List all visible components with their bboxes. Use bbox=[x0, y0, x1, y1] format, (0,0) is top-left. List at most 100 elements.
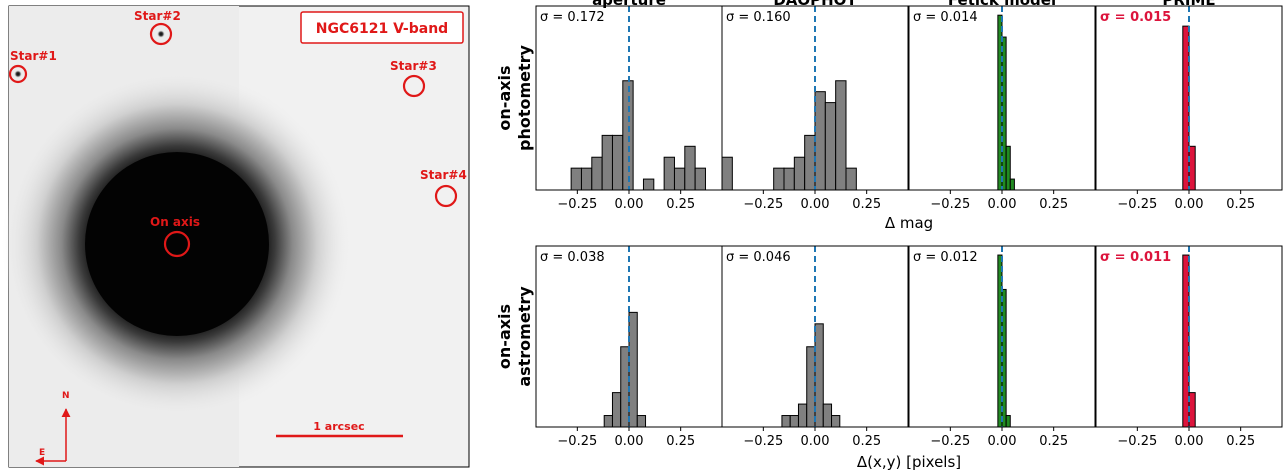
histogram-bar bbox=[636, 415, 647, 428]
sky-image-panel: Star#1 Star#2 Star#3 Star#4 On axis NGC6… bbox=[2, 5, 470, 468]
histogram-bar bbox=[611, 134, 624, 191]
star3-marker bbox=[402, 74, 426, 98]
row-title-line1: on-axis bbox=[495, 304, 514, 369]
image-title: NGC6121 V-band bbox=[316, 21, 448, 37]
histogram-bar bbox=[793, 156, 806, 191]
x-tick-label: 0.00 bbox=[988, 434, 1017, 449]
histogram-bar bbox=[622, 80, 634, 191]
histogram-bar bbox=[591, 156, 603, 191]
histogram-bar bbox=[684, 145, 696, 191]
histogram-bar bbox=[783, 167, 795, 191]
histogram-bar bbox=[721, 156, 733, 191]
histogram-bar bbox=[1005, 415, 1011, 428]
x-tick-label: 0.00 bbox=[801, 197, 830, 212]
histogram-bar bbox=[814, 323, 824, 428]
on-axis-marker bbox=[163, 230, 191, 258]
sigma-label: σ = 0.014 bbox=[913, 10, 978, 25]
x-tick-label: −0.25 bbox=[557, 197, 597, 212]
image-title-box bbox=[300, 11, 464, 44]
row-title-line2: photometry bbox=[515, 44, 534, 151]
histogram-bar bbox=[603, 415, 613, 428]
histogram-bar bbox=[824, 102, 837, 191]
histogram-bar bbox=[570, 167, 582, 191]
x-tick-label: −0.25 bbox=[930, 197, 970, 212]
x-tick-label: 0.25 bbox=[852, 197, 881, 212]
histogram-bar bbox=[835, 80, 847, 191]
histogram-bar bbox=[1009, 178, 1015, 191]
x-tick-label: 0.25 bbox=[1039, 434, 1068, 449]
sigma-label: σ = 0.160 bbox=[726, 10, 791, 25]
sigma-label: σ = 0.046 bbox=[726, 250, 791, 265]
star1-psf bbox=[14, 70, 22, 78]
histogram-bar bbox=[673, 167, 686, 191]
star3-label: Star#3 bbox=[390, 59, 437, 73]
histogram-bar bbox=[773, 167, 785, 191]
sigma-label: σ = 0.038 bbox=[540, 250, 605, 265]
histogram-bar bbox=[694, 167, 706, 191]
histogram-bar bbox=[601, 134, 613, 191]
x-tick-label: −0.25 bbox=[930, 434, 970, 449]
x-tick-label: 0.00 bbox=[615, 197, 644, 212]
histogram-bar bbox=[797, 403, 808, 428]
x-axis-label: Δ mag bbox=[885, 214, 933, 232]
star4-marker bbox=[434, 184, 458, 208]
x-tick-label: 0.25 bbox=[1226, 434, 1255, 449]
star2-label: Star#2 bbox=[134, 9, 181, 23]
x-tick-label: −0.25 bbox=[743, 197, 783, 212]
panel-title: Fetick model bbox=[948, 0, 1056, 9]
east-label: E bbox=[39, 448, 45, 458]
x-tick-label: 0.00 bbox=[801, 434, 830, 449]
sigma-label: σ = 0.015 bbox=[1100, 10, 1171, 25]
panel-title: DAOPHOT bbox=[773, 0, 857, 9]
histogram-bar bbox=[663, 156, 675, 191]
x-tick-label: −0.25 bbox=[1117, 197, 1157, 212]
sigma-label: σ = 0.012 bbox=[913, 250, 978, 265]
histogram-bar bbox=[1005, 145, 1011, 191]
sigma-label: σ = 0.011 bbox=[1100, 250, 1171, 265]
x-tick-label: 0.00 bbox=[1175, 197, 1204, 212]
x-tick-label: −0.25 bbox=[743, 434, 783, 449]
histogram-bar bbox=[642, 178, 655, 191]
x-tick-label: 0.25 bbox=[666, 434, 695, 449]
histogram-panel: −0.25 0.00 0.25 σ = 0.038 bbox=[535, 245, 723, 449]
scale-bar-label: 1 arcsec bbox=[313, 420, 364, 433]
x-tick-label: 0.25 bbox=[1226, 197, 1255, 212]
central-core bbox=[85, 152, 269, 336]
histogram-bar bbox=[628, 311, 638, 428]
x-tick-label: 0.25 bbox=[852, 434, 881, 449]
histogram-bar bbox=[814, 91, 826, 191]
histogram-bar bbox=[620, 346, 630, 428]
sigma-label: σ = 0.172 bbox=[540, 10, 605, 25]
histogram-row-astrometry: −0.25 0.00 0.25 σ = 0.038 −0.25 0.00 0.25 σ = 0… bbox=[495, 245, 1283, 471]
star4-label: Star#4 bbox=[420, 168, 467, 182]
x-tick-label: 0.25 bbox=[666, 197, 695, 212]
x-axis-label: Δ(x,y) [pixels] bbox=[857, 453, 961, 471]
histogram-panel: −0.25 0.00 0.25 σ = 0.012 bbox=[908, 245, 1096, 449]
on-axis-label: On axis bbox=[150, 215, 200, 229]
histogram-bar bbox=[845, 167, 857, 191]
histogram-bar bbox=[580, 167, 593, 191]
x-tick-label: 0.00 bbox=[615, 434, 644, 449]
row-title-line1: on-axis bbox=[495, 65, 514, 130]
star2-marker bbox=[149, 22, 173, 46]
x-tick-label: −0.25 bbox=[557, 434, 597, 449]
histogram-bar bbox=[789, 415, 799, 428]
panel-title: aperture bbox=[592, 0, 666, 9]
x-tick-label: 0.00 bbox=[1175, 434, 1204, 449]
star1-label: Star#1 bbox=[10, 49, 57, 63]
panel-title: PRIME bbox=[1162, 0, 1215, 9]
x-tick-label: 0.25 bbox=[1039, 197, 1068, 212]
x-tick-label: 0.00 bbox=[988, 197, 1017, 212]
star2-psf bbox=[157, 30, 165, 38]
north-label: N bbox=[62, 391, 70, 401]
histogram-bar bbox=[822, 403, 833, 428]
histogram-bar bbox=[781, 415, 791, 428]
histogram-bar bbox=[806, 346, 816, 428]
x-tick-label: −0.25 bbox=[1117, 434, 1157, 449]
